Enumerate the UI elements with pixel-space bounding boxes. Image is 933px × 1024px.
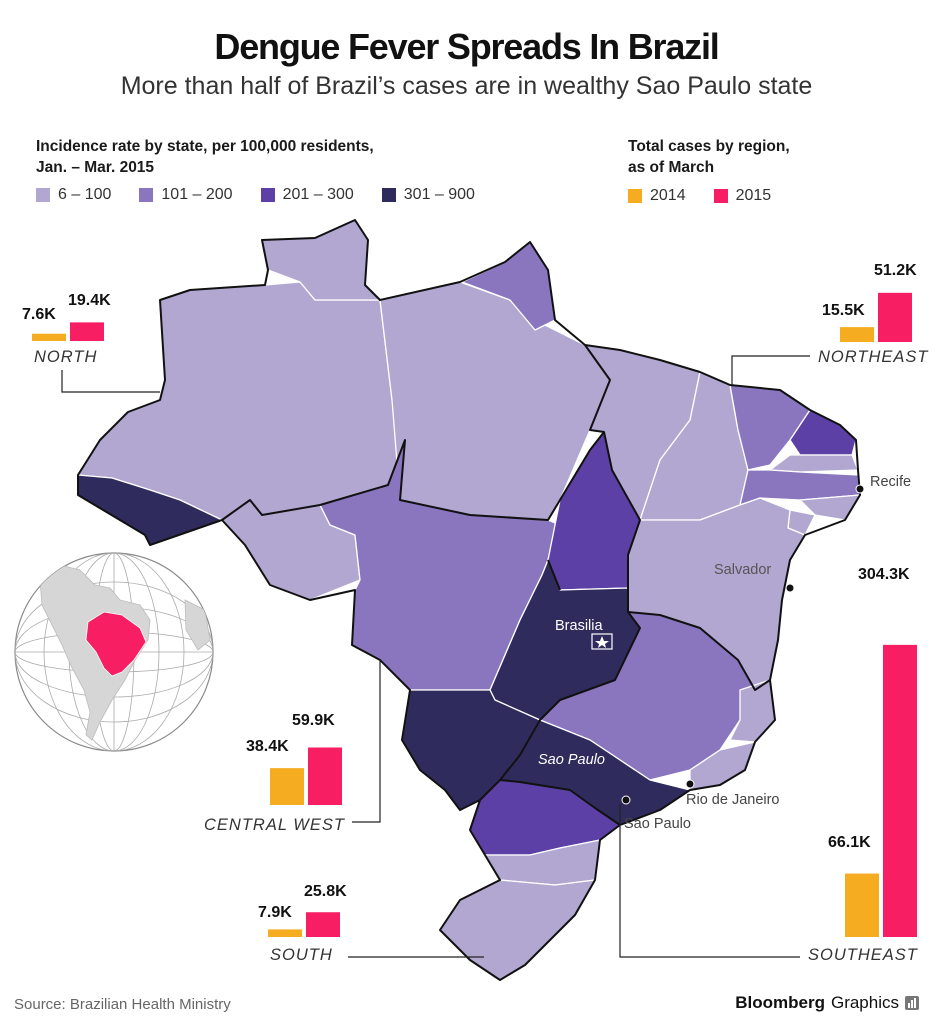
chart-logo-icon bbox=[905, 996, 919, 1010]
region-bars bbox=[32, 292, 917, 937]
northeast-2015-label: 51.2K bbox=[874, 262, 917, 279]
legend-bin-4: 301 – 900 bbox=[381, 186, 475, 204]
incidence-legend-title-line1: Incidence rate by state, per 100,000 res… bbox=[36, 138, 374, 155]
legend-2014: 2014 bbox=[628, 187, 686, 205]
salvador-dot bbox=[785, 583, 795, 593]
brazil-outline bbox=[77, 219, 861, 981]
cases-legend: 2014 2015 bbox=[628, 187, 771, 205]
brasilia-label: Brasilia bbox=[555, 618, 603, 634]
south-region-label: SOUTH bbox=[270, 946, 333, 964]
chart-title: Dengue Fever Spreads In Brazil bbox=[214, 26, 719, 67]
centralwest-2015-label: 59.9K bbox=[292, 712, 335, 729]
salvador-label: Salvador bbox=[714, 562, 772, 578]
cases-legend-title: Total cases by region, as of March bbox=[628, 136, 790, 178]
southeast-2014-label: 66.1K bbox=[828, 834, 871, 851]
north-leader bbox=[61, 370, 160, 393]
northeast-leader bbox=[731, 355, 810, 385]
legend-swatch bbox=[139, 188, 154, 202]
incidence-legend-title-line2: Jan. – Mar. 2015 bbox=[36, 159, 155, 176]
cases-legend-title-line1: Total cases by region, bbox=[628, 138, 790, 155]
chart-subtitle: More than half of Brazil’s cases are in … bbox=[120, 72, 813, 100]
legend-swatch bbox=[260, 188, 275, 202]
northeast-bar-2014 bbox=[840, 327, 874, 342]
south-2015-label: 25.8K bbox=[304, 883, 347, 900]
legend-swatch bbox=[628, 189, 642, 203]
legend-2015: 2015 bbox=[713, 187, 771, 205]
south-region-border bbox=[499, 779, 621, 826]
centralwest-region-label: CENTRAL WEST bbox=[204, 816, 345, 834]
north-region-border bbox=[221, 344, 611, 521]
legend-bin-1: 6 – 100 bbox=[36, 186, 111, 204]
brand-logo: Bloomberg Graphics bbox=[735, 993, 919, 1013]
centralwest-leader bbox=[352, 660, 381, 823]
north-bar-2014 bbox=[32, 333, 66, 341]
central-west-bar-2015 bbox=[308, 747, 342, 805]
southeast-2015-label: 304.3K bbox=[858, 566, 910, 583]
southeast-leader bbox=[619, 804, 800, 958]
brand-suffix: Graphics bbox=[830, 993, 899, 1012]
state-paraiba bbox=[769, 454, 859, 473]
brasilia-star-icon bbox=[591, 633, 613, 650]
cases-legend-title-line2: as of March bbox=[628, 159, 715, 176]
rio-label: Rio de Janeiro bbox=[686, 792, 780, 808]
northeast-bar-2015 bbox=[878, 292, 912, 342]
legend-bin-2: 101 – 200 bbox=[139, 186, 233, 204]
saopaulo-dot bbox=[621, 795, 631, 805]
north-bar-2015 bbox=[70, 322, 104, 341]
rio-dot bbox=[685, 779, 695, 789]
sao-paulo-state-label: Sao Paulo bbox=[538, 752, 605, 768]
globe-inset bbox=[14, 552, 214, 752]
centralwest-2014-label: 38.4K bbox=[246, 738, 289, 755]
sao-paulo-city-label: Sao Paulo bbox=[624, 816, 691, 832]
city-markers bbox=[591, 484, 865, 805]
northeast-2014-label: 15.5K bbox=[822, 302, 865, 319]
north-2014-label: 7.6K bbox=[22, 306, 56, 323]
centralwest-region-border bbox=[479, 559, 641, 801]
legend-swatch bbox=[381, 188, 396, 202]
south-bar-2015 bbox=[306, 912, 340, 937]
state-rs bbox=[439, 879, 596, 981]
southeast-bar-2015 bbox=[883, 644, 917, 937]
globe-brazil-highlight bbox=[85, 611, 147, 677]
south-2014-label: 7.9K bbox=[258, 904, 292, 921]
central-west-bar-2014 bbox=[270, 768, 304, 805]
incidence-legend-title: Incidence rate by state, per 100,000 res… bbox=[36, 136, 374, 178]
source-note: Source: Brazilian Health Ministry bbox=[14, 996, 231, 1013]
incidence-legend: 6 – 100 101 – 200 201 – 300 301 – 900 bbox=[36, 186, 475, 204]
southeast-region-label: SOUTHEAST bbox=[808, 946, 918, 964]
legend-swatch bbox=[713, 189, 728, 203]
legend-bin-3: 201 – 300 bbox=[260, 186, 354, 204]
brand-name: Bloomberg bbox=[735, 993, 825, 1012]
north-2015-label: 19.4K bbox=[68, 292, 111, 309]
recife-dot bbox=[855, 484, 865, 494]
north-region-label: NORTH bbox=[34, 348, 98, 366]
northeast-region-label: NORTHEAST bbox=[818, 348, 929, 366]
recife-label: Recife bbox=[870, 474, 912, 490]
south-bar-2014 bbox=[268, 929, 302, 937]
southeast-bar-2014 bbox=[845, 873, 879, 937]
legend-swatch bbox=[36, 188, 50, 202]
